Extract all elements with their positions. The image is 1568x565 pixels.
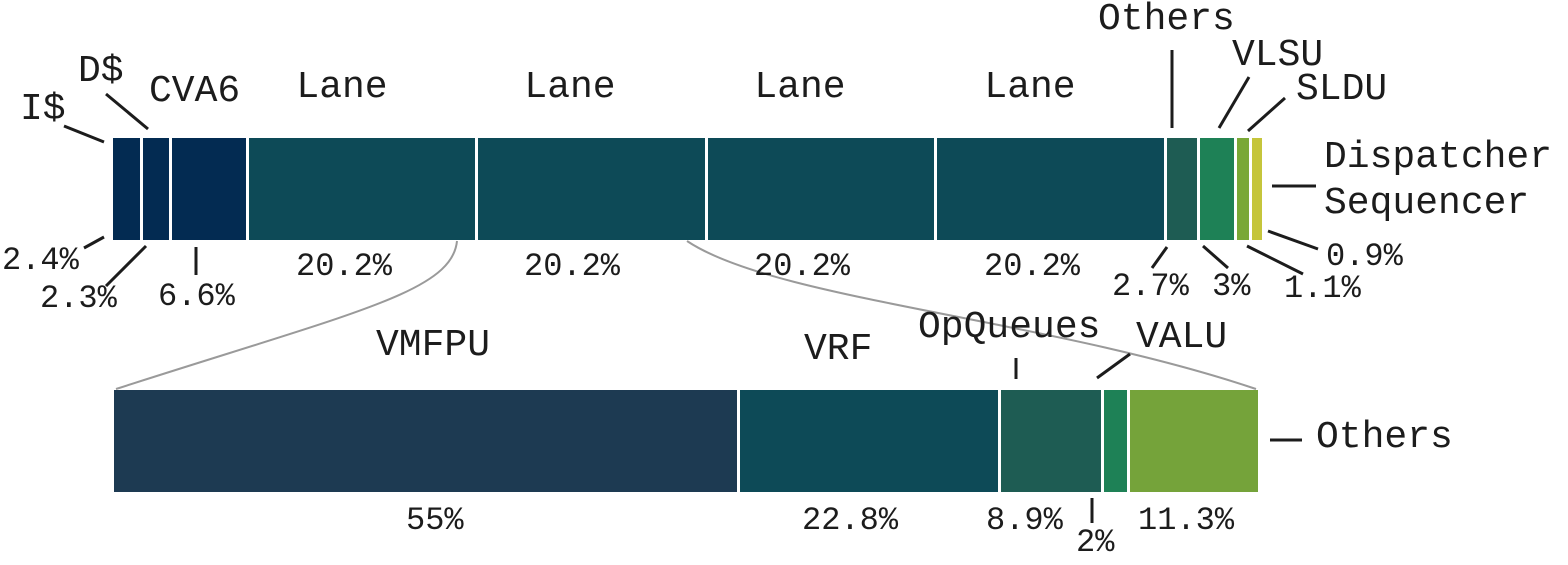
label-lane-4: Lane bbox=[984, 66, 1076, 109]
leader-sldu bbox=[1247, 96, 1286, 133]
bar-segment-cva6 bbox=[171, 138, 246, 240]
bar-segment-others bbox=[1166, 138, 1197, 240]
pct-others-bottom: 11.3% bbox=[1138, 502, 1235, 539]
bar-segment-i- bbox=[113, 138, 140, 240]
leader-vlsu bbox=[1217, 76, 1251, 129]
leader-valu bbox=[1096, 352, 1131, 380]
bar-segment-lane bbox=[478, 138, 705, 240]
label-vrf: VRF bbox=[804, 328, 873, 371]
leader-pct-vlsu bbox=[1202, 244, 1229, 270]
top-stacked-bar bbox=[113, 138, 1262, 240]
label-opqueues: OpQueues bbox=[918, 306, 1101, 349]
label-lane-1: Lane bbox=[296, 66, 388, 109]
leader-pct-others-top bbox=[1150, 246, 1169, 269]
label-lane-2: Lane bbox=[524, 66, 616, 109]
bar-segment-vlsu bbox=[1199, 138, 1234, 240]
bar-segment-vrf bbox=[739, 390, 998, 492]
label-dispatcher: Dispatcher bbox=[1324, 136, 1553, 179]
label-sldu: SLDU bbox=[1296, 68, 1388, 111]
pct-sldu: 1.1% bbox=[1284, 270, 1361, 307]
leader-pct-dcache bbox=[104, 244, 148, 288]
leader-icache bbox=[63, 124, 105, 144]
pct-lane-1: 20.2% bbox=[295, 248, 393, 285]
bar-segment-vmfpu bbox=[114, 390, 737, 492]
leader-pct-icache bbox=[83, 235, 105, 250]
pct-lane-2: 20.2% bbox=[523, 248, 621, 285]
bar-segment-lane bbox=[937, 138, 1164, 240]
pct-cva6: 6.6% bbox=[158, 278, 235, 315]
label-dcache: D$ bbox=[78, 50, 124, 93]
leader-pct-sldu bbox=[1246, 244, 1304, 276]
bar-segment-valu bbox=[1104, 390, 1128, 492]
pct-icache: 2.4% bbox=[2, 242, 79, 279]
pct-lane-4: 20.2% bbox=[983, 248, 1081, 285]
label-sequencer: Sequencer bbox=[1324, 182, 1530, 225]
leader-dcache bbox=[105, 92, 149, 131]
pct-valu: 2% bbox=[1076, 524, 1115, 561]
label-others-top: Others bbox=[1098, 0, 1235, 41]
pct-vrf: 22.8% bbox=[802, 502, 899, 539]
label-others-bottom: Others bbox=[1316, 416, 1453, 459]
label-valu: VALU bbox=[1136, 316, 1228, 359]
pct-lane-3: 20.2% bbox=[753, 248, 851, 285]
leader-pct-dispatcher bbox=[1267, 229, 1319, 251]
bar-segment-lane bbox=[248, 138, 476, 240]
label-vmfpu: VMFPU bbox=[376, 324, 491, 367]
pct-vmfpu: 55% bbox=[406, 502, 464, 539]
bar-segment-sldu bbox=[1236, 138, 1249, 240]
bar-segment-opqueues bbox=[1000, 390, 1102, 492]
pct-vlsu: 3% bbox=[1212, 268, 1251, 305]
bar-segment-lane bbox=[707, 138, 935, 240]
label-cva6: CVA6 bbox=[149, 70, 241, 113]
label-icache: I$ bbox=[20, 88, 66, 131]
lane-zoom-stacked-bar bbox=[114, 390, 1258, 492]
label-lane-3: Lane bbox=[754, 66, 846, 109]
label-vlsu: VLSU bbox=[1232, 34, 1324, 77]
zoom-connector-left-line bbox=[115, 240, 458, 390]
pct-dcache: 2.3% bbox=[40, 280, 117, 317]
pct-opqueues: 8.9% bbox=[986, 502, 1063, 539]
bar-segment-others bbox=[1130, 390, 1258, 492]
pct-dispatcher: 0.9% bbox=[1326, 238, 1403, 275]
pct-others-top: 2.7% bbox=[1112, 268, 1189, 305]
bar-segment-d- bbox=[142, 138, 169, 240]
zoom-connector-right-line bbox=[686, 240, 1257, 390]
bar-segment-dispatcher-sequencer bbox=[1251, 138, 1262, 240]
